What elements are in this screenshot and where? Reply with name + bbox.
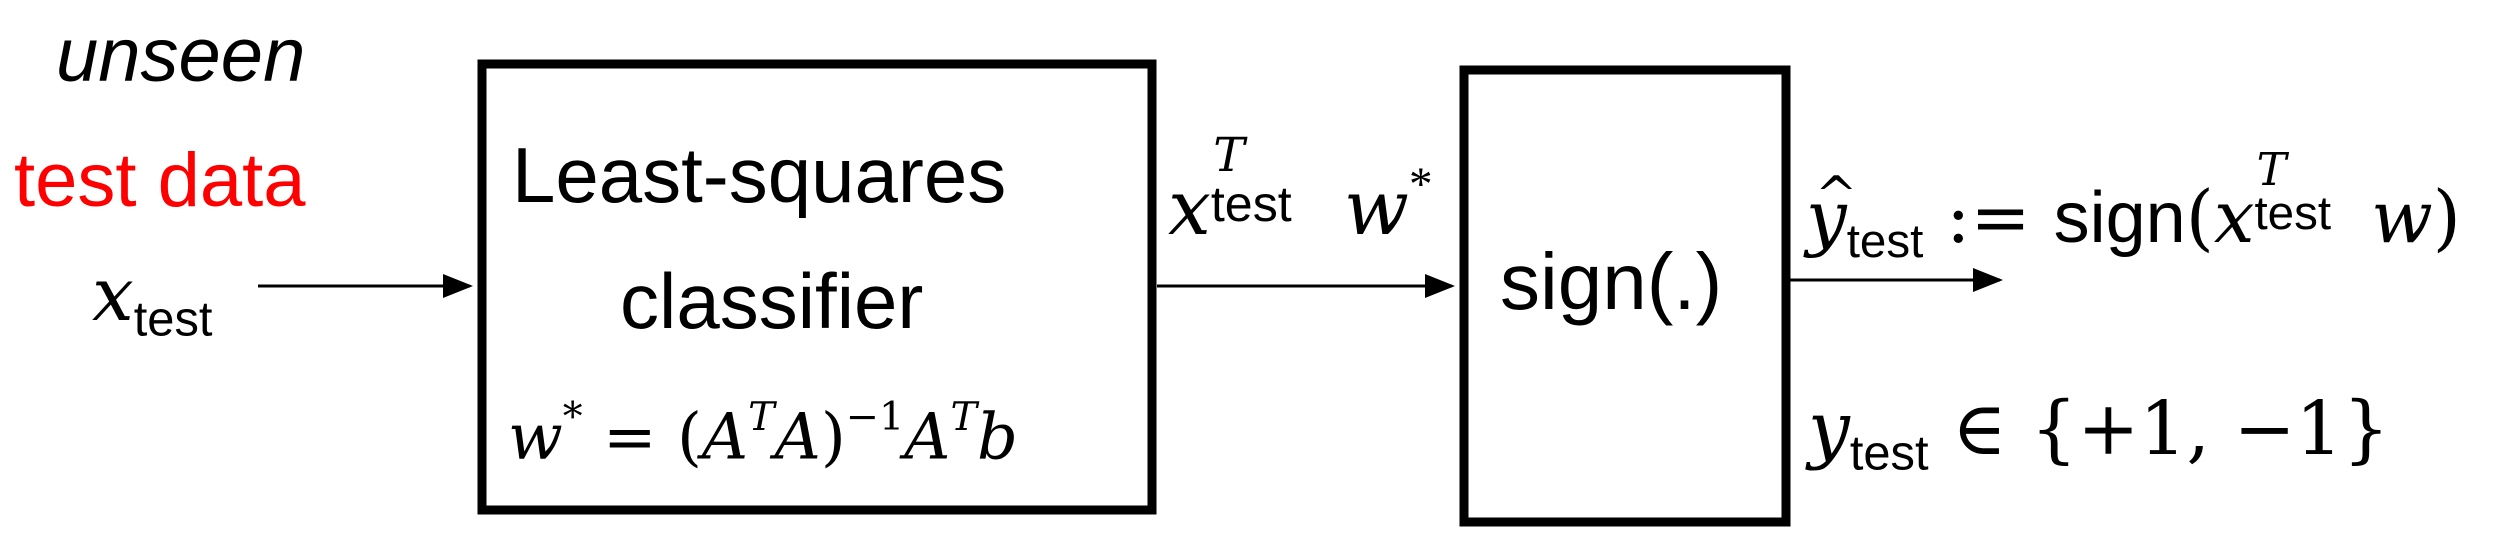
projection-superscript: T bbox=[1213, 128, 1245, 184]
sign-box-label: sign(.) bbox=[1500, 237, 1723, 326]
least-squares-formula: w* = (ATA)−1ATb bbox=[508, 394, 1018, 475]
classifier-title: Least-squares bbox=[512, 131, 1007, 219]
unseen-label: unseen bbox=[56, 13, 306, 98]
test-data-label: test data bbox=[14, 138, 306, 223]
projection-subscript: test bbox=[1210, 176, 1292, 233]
y-hat: ^ y bbox=[1806, 164, 1858, 259]
sign-box bbox=[1459, 65, 1791, 527]
classifier-box bbox=[477, 59, 1157, 515]
x-test-input: xtest bbox=[92, 258, 212, 344]
x-test-var: x bbox=[92, 252, 134, 338]
label-domain: ytest ∈ {+1, −1} bbox=[1808, 386, 2390, 481]
x-test-subscript: test bbox=[133, 292, 213, 347]
classifier-subtitle: classifier bbox=[620, 257, 924, 345]
